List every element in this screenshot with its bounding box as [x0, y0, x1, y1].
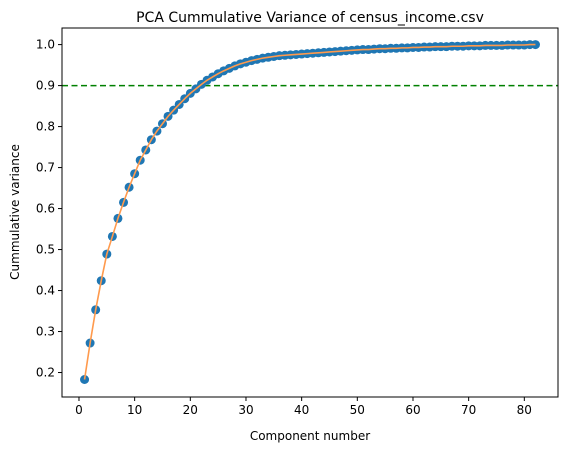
chart-title: PCA Cummulative Variance of census_incom…: [136, 10, 484, 26]
series-line: [83, 43, 536, 380]
x-axis-label: Component number: [250, 429, 370, 443]
axis-ticks: 0 10 20 30 40 50 60 70 80 0.2 0.3 0.4 0.5 0.6 0.7 0.8 0.…: [36, 38, 532, 417]
x-tick-label: 20: [183, 403, 198, 417]
y-tick-label: 0.7: [36, 161, 55, 175]
y-tick-label: 0.9: [36, 79, 55, 93]
x-tick-label: 10: [127, 403, 142, 417]
plot-frame: [61, 27, 559, 398]
x-tick-label: 70: [461, 403, 476, 417]
y-tick-label: 1.0: [36, 38, 55, 52]
x-tick-label: 80: [517, 403, 532, 417]
x-tick-label: 60: [405, 403, 420, 417]
x-tick-label: 40: [294, 403, 309, 417]
y-tick-label: 0.8: [36, 120, 55, 134]
x-tick-label: 0: [75, 403, 83, 417]
y-tick-label: 0.2: [36, 366, 55, 380]
data-point: [530, 40, 540, 50]
x-tick-label: 50: [350, 403, 365, 417]
y-tick-label: 0.3: [36, 325, 55, 339]
plot-area: [62, 40, 558, 384]
y-axis-label: Cummulative variance: [8, 144, 22, 280]
x-tick-label: 30: [238, 403, 253, 417]
y-tick-label: 0.4: [36, 284, 55, 298]
y-tick-label: 0.6: [36, 202, 55, 216]
y-tick-label: 0.5: [36, 243, 55, 257]
